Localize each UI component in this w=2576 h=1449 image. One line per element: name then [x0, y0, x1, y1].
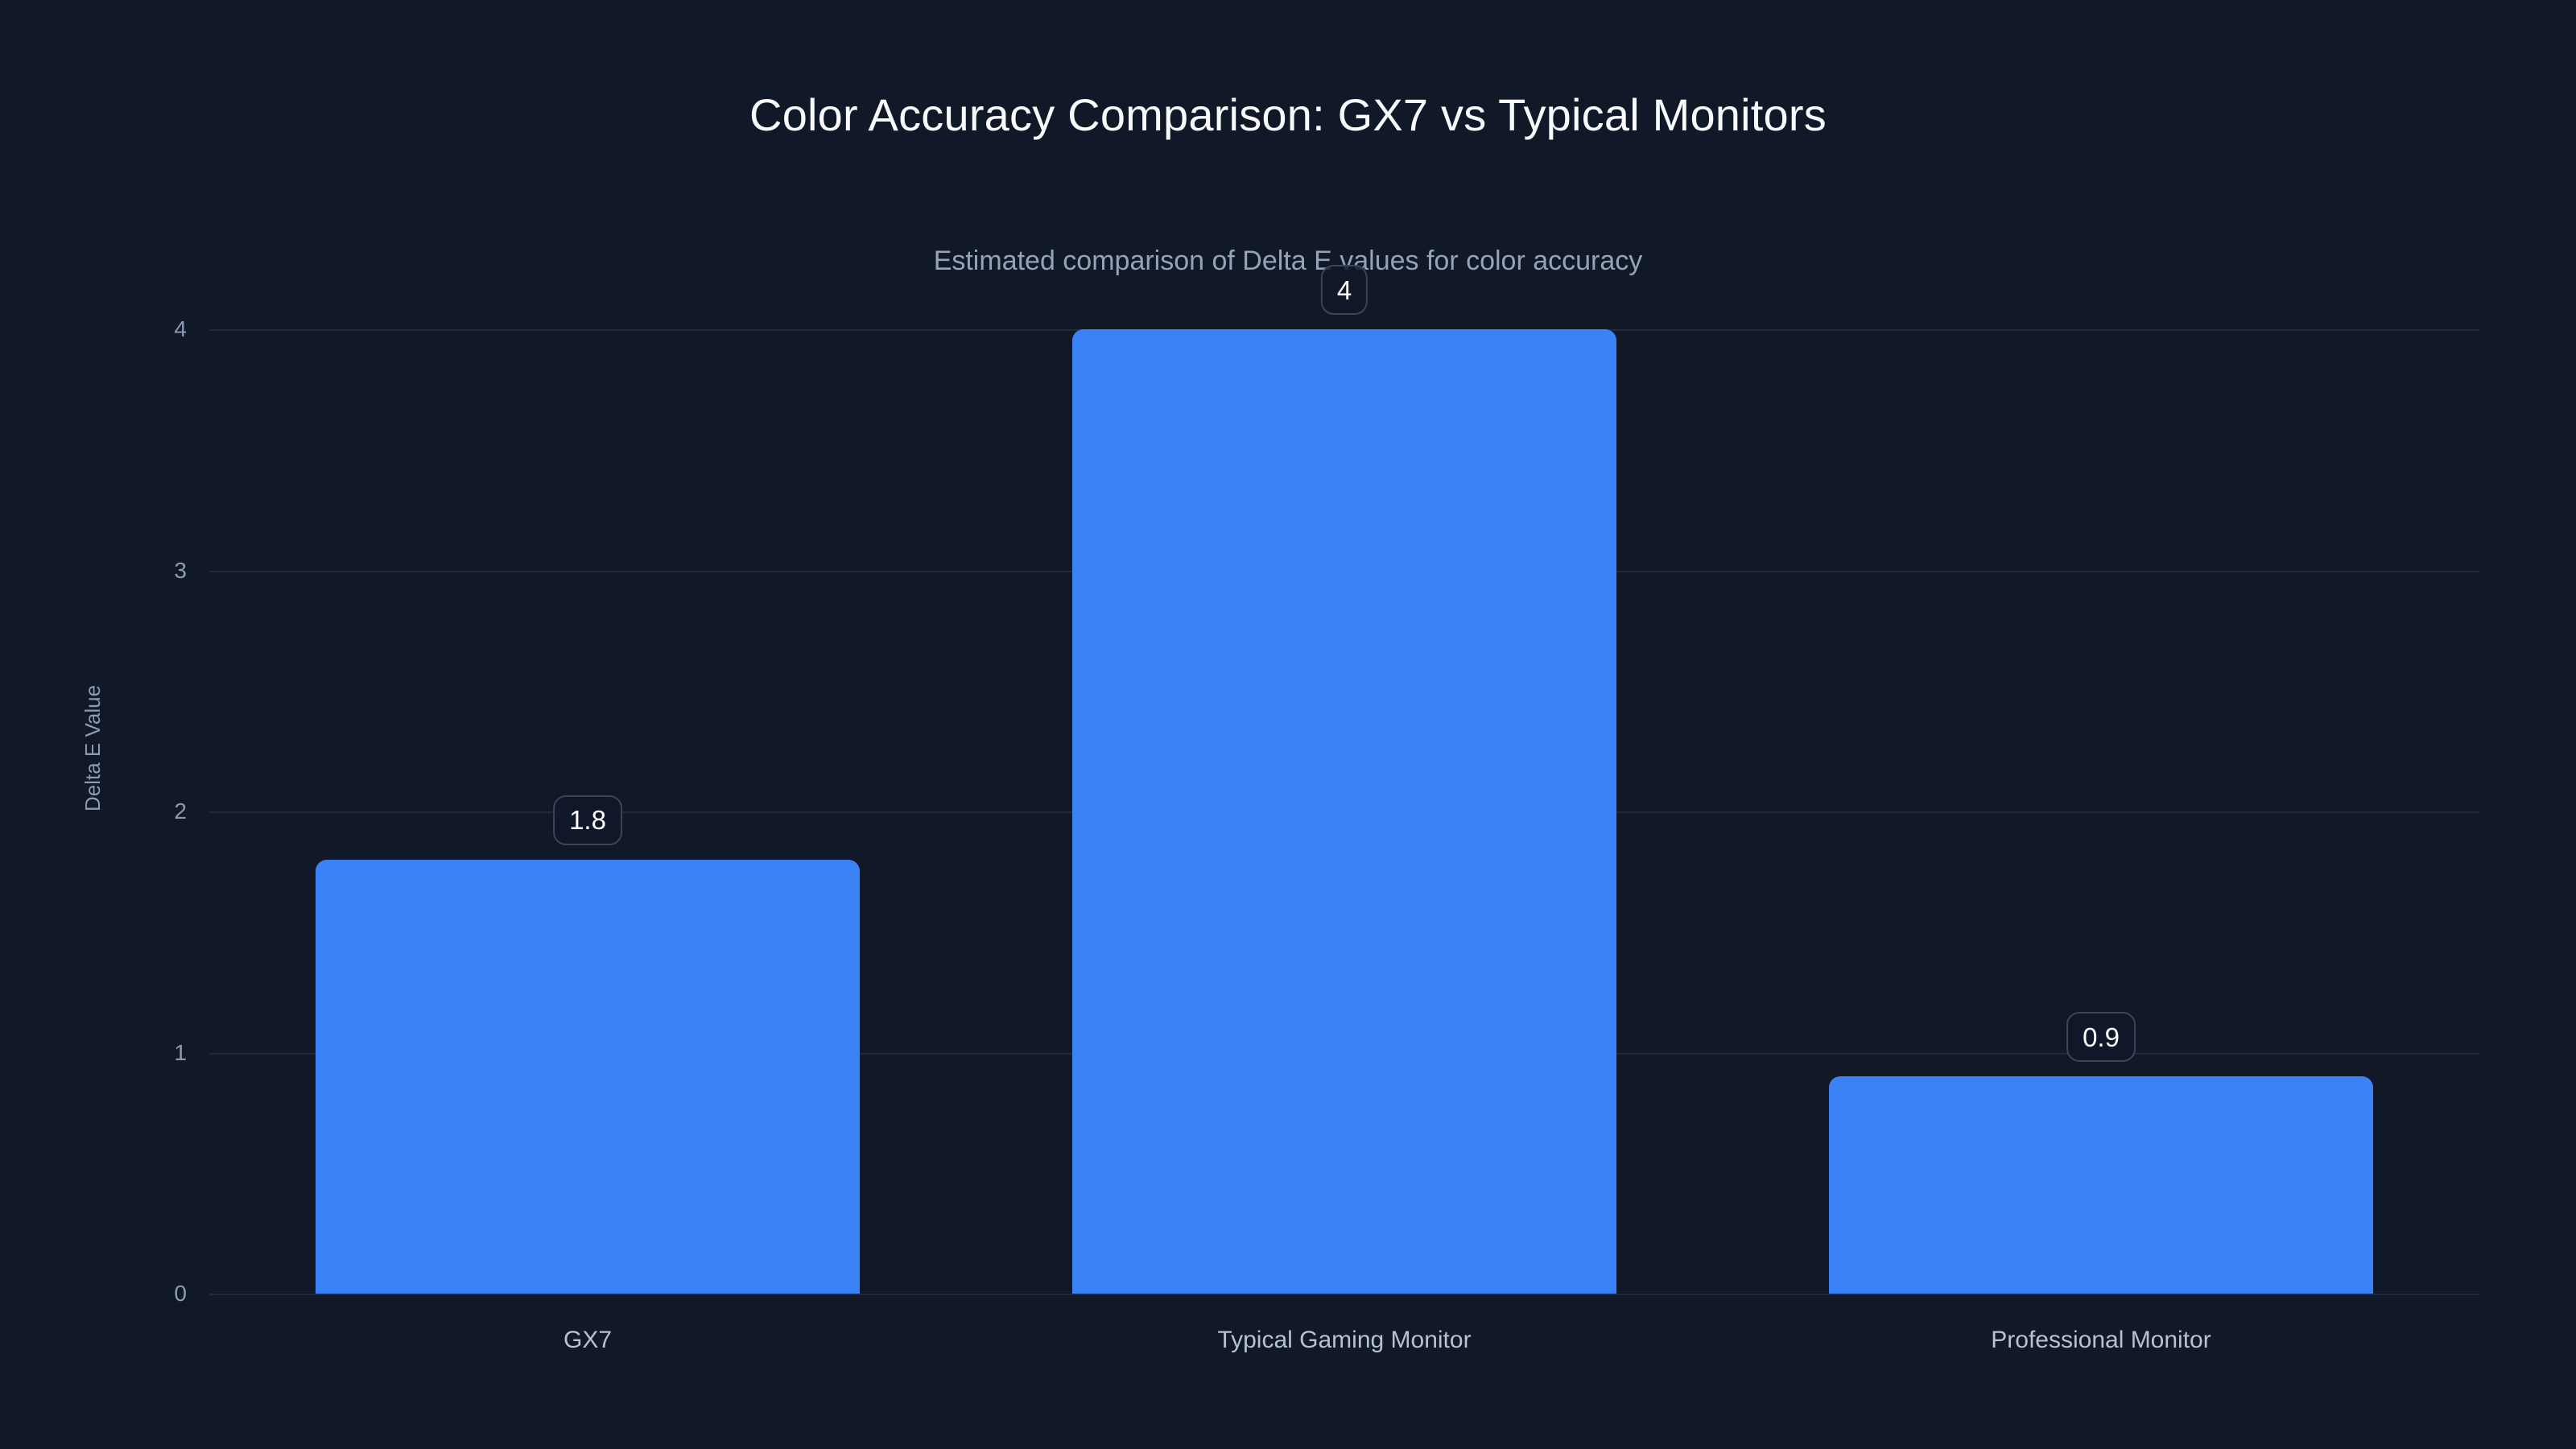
bar-gx7[interactable]: [315, 859, 861, 1294]
y-tick-label: 0: [174, 1281, 187, 1306]
bar-typical-gaming-monitor[interactable]: [1071, 329, 1617, 1294]
value-label: 1.8: [553, 795, 622, 845]
x-axis-tick-labels: GX7 Typical Gaming Monitor Professional Mo…: [0, 1327, 2576, 1375]
bar-professional-monitor[interactable]: [1828, 1076, 2374, 1294]
chart-title: Color Accuracy Comparison: GX7 vs Typica…: [749, 89, 1827, 140]
x-tick-label: Typical Gaming Monitor: [1217, 1327, 1472, 1353]
x-tick-label: GX7: [563, 1327, 613, 1353]
y-tick-label: 1: [174, 1039, 187, 1065]
x-tick-label: Professional Monitor: [1991, 1327, 2211, 1353]
chart-subtitle: Estimated comparison of Delta E values f…: [933, 246, 1643, 276]
y-tick-label: 3: [174, 557, 187, 583]
value-label: 0.9: [2066, 1012, 2136, 1063]
y-tick-label: 2: [174, 799, 187, 824]
gridline: [209, 1294, 2479, 1295]
plot-area: [209, 329, 2479, 1295]
value-label: 4: [1320, 265, 1368, 315]
y-axis-tick-labels: 0 1 2 3 4: [0, 316, 209, 1306]
y-tick-label: 4: [174, 316, 187, 341]
